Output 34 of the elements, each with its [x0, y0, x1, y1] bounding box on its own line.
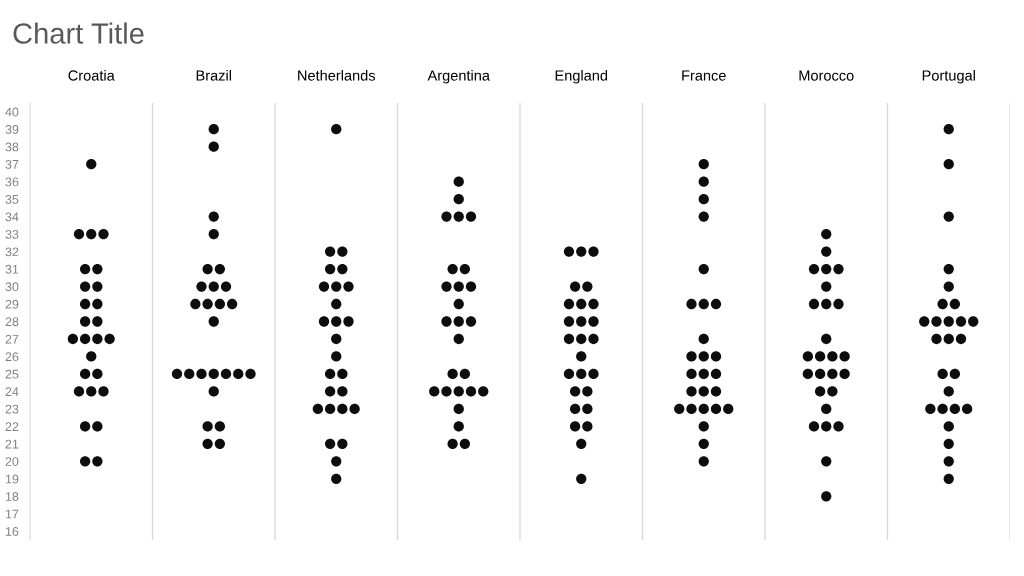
y-tick-label: 19 — [5, 474, 19, 484]
x-tick-label: Netherlands — [298, 69, 376, 81]
y-tick-label: 17 — [5, 509, 19, 519]
y-tick-label: 16 — [5, 527, 19, 536]
y-tick-label: 30 — [5, 282, 19, 292]
x-tick-label: Morocco — [799, 70, 854, 81]
y-tick-label: 31 — [5, 264, 19, 274]
y-tick-label: 22 — [5, 422, 19, 431]
x-tick-label: Portugal — [922, 69, 975, 84]
x-tick-label: Argentina — [427, 69, 490, 84]
y-tick-label: 29 — [5, 299, 19, 309]
chart-title: Chart Title — [13, 22, 144, 44]
y-tick-label: 25 — [5, 369, 19, 379]
y-tick-label: 35 — [5, 194, 19, 204]
x-tick-label: England — [555, 69, 608, 84]
y-tick-label: 26 — [5, 352, 19, 362]
y-tick-label: 28 — [5, 317, 19, 327]
y-tick-label: 40 — [5, 107, 19, 117]
y-tick-label: 34 — [5, 212, 19, 222]
y-tick-label: 39 — [5, 125, 19, 134]
y-tick-label: 36 — [5, 177, 19, 187]
x-tick-label: Croatia — [68, 69, 115, 81]
y-tick-label: 32 — [5, 247, 19, 257]
y-tick-label: 38 — [5, 142, 19, 152]
y-tick-label: 24 — [5, 387, 19, 396]
y-tick-label: 21 — [5, 439, 19, 449]
x-tick-label: Brazil — [196, 69, 232, 81]
x-tick-label: France — [682, 70, 726, 81]
y-tick-label: 27 — [5, 334, 19, 344]
y-tick-label: 37 — [5, 159, 19, 169]
y-tick-label: 18 — [5, 492, 19, 501]
y-tick-label: 20 — [5, 457, 19, 466]
y-tick-label: 33 — [5, 229, 19, 239]
y-tick-label: 23 — [5, 404, 19, 414]
